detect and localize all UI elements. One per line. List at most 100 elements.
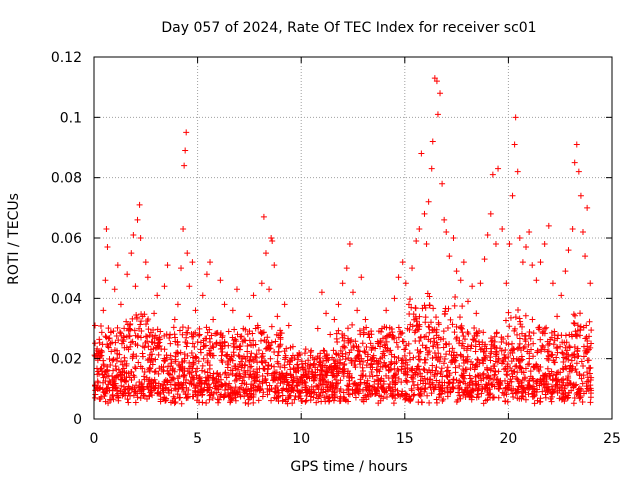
noise-marker xyxy=(360,331,367,338)
noise-marker xyxy=(433,399,440,406)
noise-marker xyxy=(502,346,509,353)
data-point xyxy=(346,241,353,248)
noise-marker xyxy=(368,346,375,353)
noise-marker xyxy=(429,343,436,350)
noise-marker xyxy=(419,399,426,406)
noise-marker xyxy=(449,321,456,328)
noise-marker xyxy=(123,333,130,340)
noise-marker xyxy=(109,393,116,400)
noise-marker xyxy=(531,400,538,407)
noise-marker xyxy=(127,343,134,350)
noise-marker xyxy=(398,363,405,370)
noise-marker xyxy=(527,373,534,380)
noise-marker xyxy=(284,388,291,395)
noise-marker xyxy=(331,363,338,370)
noise-marker xyxy=(443,351,450,358)
noise-marker xyxy=(507,349,514,356)
data-point xyxy=(514,168,521,175)
noise-marker xyxy=(483,345,490,352)
noise-marker xyxy=(326,397,333,404)
noise-marker xyxy=(560,358,567,365)
noise-marker xyxy=(120,391,127,398)
noise-marker xyxy=(237,343,244,350)
noise-marker xyxy=(453,398,460,405)
noise-marker xyxy=(421,302,428,309)
noise-marker xyxy=(114,372,121,379)
noise-marker xyxy=(422,386,429,393)
noise-marker xyxy=(409,374,416,381)
noise-marker xyxy=(440,344,447,351)
noise-marker xyxy=(196,325,203,332)
noise-marker xyxy=(365,393,372,400)
noise-marker xyxy=(516,344,523,351)
noise-marker xyxy=(250,399,257,406)
noise-marker xyxy=(237,373,244,380)
noise-marker xyxy=(267,355,274,362)
noise-marker xyxy=(424,290,431,297)
noise-marker xyxy=(302,398,309,405)
data-point xyxy=(137,235,144,241)
noise-marker xyxy=(342,396,349,403)
noise-marker xyxy=(477,371,484,378)
noise-marker xyxy=(422,319,429,326)
data-point xyxy=(433,78,440,85)
noise-marker xyxy=(542,391,549,398)
noise-marker xyxy=(210,390,217,397)
noise-marker xyxy=(177,349,184,356)
noise-marker xyxy=(107,329,114,336)
noise-marker xyxy=(206,335,213,342)
noise-marker xyxy=(441,355,448,362)
noise-marker xyxy=(430,335,437,342)
noise-marker xyxy=(587,376,594,383)
noise-marker xyxy=(204,329,211,336)
noise-marker xyxy=(178,400,185,407)
data-point xyxy=(499,225,506,232)
data-point xyxy=(221,301,228,308)
noise-marker xyxy=(417,393,424,399)
noise-marker xyxy=(294,361,301,368)
noise-marker xyxy=(380,348,387,355)
noise-marker xyxy=(485,380,492,387)
noise-marker xyxy=(515,306,522,313)
noise-marker xyxy=(238,333,245,340)
noise-marker xyxy=(320,347,327,354)
noise-marker xyxy=(545,341,552,348)
noise-marker xyxy=(233,389,240,396)
noise-marker xyxy=(386,347,393,354)
noise-marker xyxy=(110,328,117,335)
x-tick-label: 15 xyxy=(396,431,414,447)
noise-marker xyxy=(383,324,390,331)
noise-marker xyxy=(119,336,126,343)
noise-marker xyxy=(113,357,120,364)
noise-marker xyxy=(315,395,322,402)
noise-marker xyxy=(333,330,340,337)
noise-marker xyxy=(561,354,568,361)
noise-marker xyxy=(119,376,126,383)
noise-marker xyxy=(274,352,281,359)
noise-marker xyxy=(450,376,457,383)
noise-marker xyxy=(407,296,414,303)
noise-marker xyxy=(342,356,349,363)
noise-marker xyxy=(426,381,433,388)
noise-marker xyxy=(450,352,457,359)
data-point xyxy=(523,244,530,251)
noise-marker xyxy=(294,382,301,389)
noise-marker xyxy=(174,391,181,398)
noise-marker xyxy=(433,314,440,321)
noise-marker xyxy=(383,363,390,370)
data-point xyxy=(492,241,499,248)
noise-marker xyxy=(241,374,248,381)
noise-marker xyxy=(571,382,578,389)
noise-marker xyxy=(304,389,311,396)
data-point xyxy=(395,274,402,281)
noise-marker xyxy=(525,341,532,348)
noise-marker xyxy=(153,335,160,342)
noise-marker xyxy=(236,353,243,360)
noise-marker xyxy=(447,316,454,323)
noise-marker xyxy=(268,339,275,346)
noise-marker xyxy=(410,354,417,361)
noise-marker xyxy=(345,383,352,390)
dense-noise-band xyxy=(91,290,595,407)
data-point xyxy=(423,241,430,248)
